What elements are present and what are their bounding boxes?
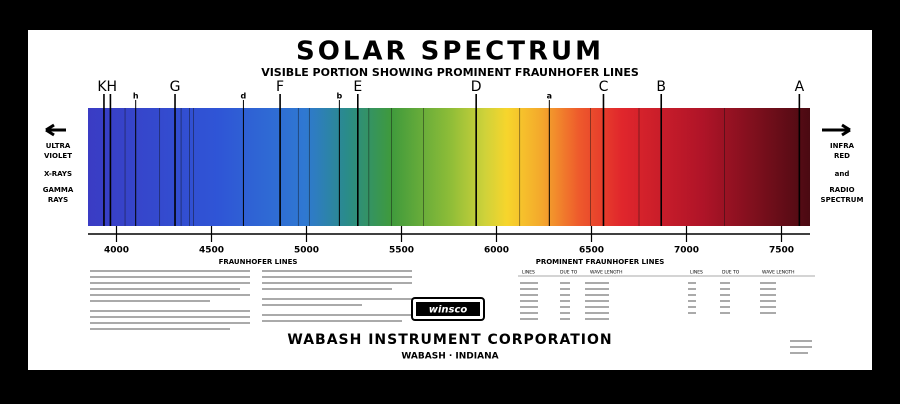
line-label: G (170, 79, 181, 95)
side-label: SPECTRUM (821, 196, 864, 204)
side-label: VIOLET (44, 152, 72, 160)
tick-label: 4000 (104, 246, 129, 256)
tick-label: 5500 (389, 246, 414, 256)
table-title: PROMINENT FRAUNHOFER LINES (536, 258, 665, 266)
line-label: B (656, 79, 666, 95)
line-label: b (337, 92, 343, 101)
side-label: RADIO (829, 186, 854, 194)
line-label: h (133, 92, 139, 101)
table-column: LINES (690, 270, 703, 276)
line-label: F (276, 79, 284, 95)
left-arrow (45, 123, 66, 137)
table-column: DUE TO (560, 270, 578, 276)
side-label: X-RAYS (44, 170, 72, 178)
logo-fill (416, 302, 480, 316)
tick-label: 5000 (294, 246, 319, 256)
tick-label: 4500 (199, 246, 224, 256)
side-label: GAMMA (43, 186, 74, 194)
paragraph-text (90, 270, 412, 330)
table-column: LINES (522, 270, 535, 276)
company: WABASH INSTRUMENT CORPORATION (287, 332, 612, 348)
spectrum (88, 108, 810, 226)
tick-label: 6000 (484, 246, 509, 256)
line-label: C (599, 79, 609, 95)
line-label: a (547, 92, 552, 101)
side-label: INFRA (830, 142, 855, 150)
table-column: DUE TO (722, 270, 740, 276)
side-label: ULTRA (46, 142, 71, 150)
subtitle: VISIBLE PORTION SHOWING PROMINENT FRAUNH… (261, 66, 639, 79)
line-label: D (471, 79, 482, 95)
side-label: RED (834, 152, 850, 160)
tick-label: 7000 (674, 246, 699, 256)
side-label: and (835, 170, 850, 178)
table-rows (520, 282, 812, 354)
title: SOLAR SPECTRUM (296, 37, 604, 67)
section-heading: FRAUNHOFER LINES (219, 258, 298, 266)
side-label: RAYS (48, 196, 68, 204)
table-column: WAVE LENGTH (590, 270, 623, 276)
line-label: KH (97, 79, 117, 95)
table-column: WAVE LENGTH (762, 270, 795, 276)
line-label: E (353, 79, 362, 95)
tick-label: 7500 (769, 246, 794, 256)
logo: winsco (429, 305, 468, 316)
right-arrow (822, 123, 851, 137)
location: WABASH · INDIANA (401, 352, 498, 362)
tick-label: 6500 (579, 246, 604, 256)
line-label: A (795, 79, 805, 95)
line-label: d (241, 92, 247, 101)
